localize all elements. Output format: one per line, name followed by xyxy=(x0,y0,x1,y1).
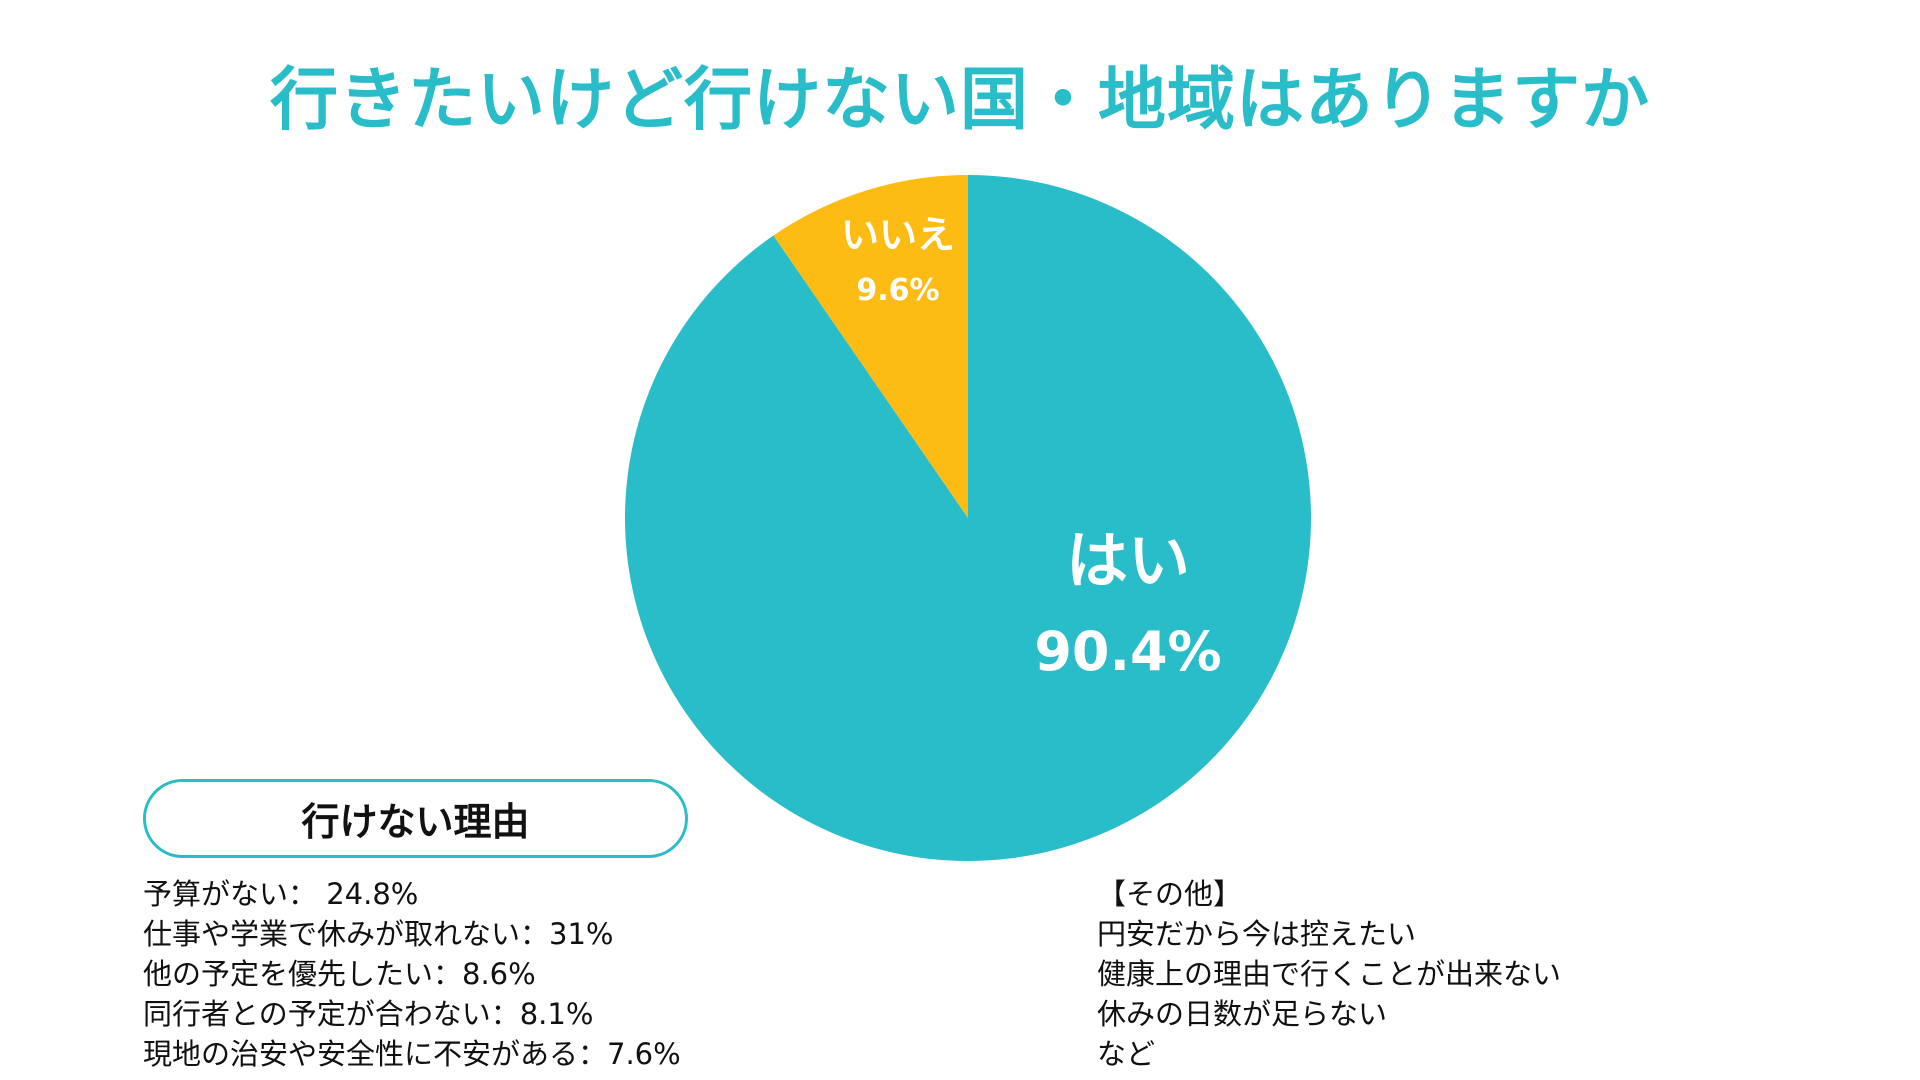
other-reason-item: 休みの日数が足らない xyxy=(1097,997,1388,1031)
reason-item: 予算がない： 24.8% xyxy=(143,877,419,911)
reasons-header: 行けない理由 xyxy=(143,779,688,858)
reasons-list: 予算がない： 24.8% 仕事や学業で休みが取れない：31% 他の予定を優先した… xyxy=(143,874,681,1074)
other-reasons-heading: 【その他】 xyxy=(1097,877,1243,911)
pie-value-no: 9.6% xyxy=(856,273,939,308)
pie-labels: はい 90.4% いいえ 9.6% xyxy=(841,213,1222,683)
other-reason-item: 円安だから今は控えたい xyxy=(1097,917,1417,951)
reason-item: 同行者との予定が合わない：8.1% xyxy=(143,997,594,1031)
pie-label-yes: はい xyxy=(1066,524,1190,597)
other-reasons-list: 【その他】 円安だから今は控えたい 健康上の理由で行くことが出来ない 休みの日数… xyxy=(1097,874,1561,1074)
pie-value-yes: 90.4% xyxy=(1034,620,1221,683)
pie-label-no: いいえ xyxy=(841,213,955,257)
reason-item: 現地の治安や安全性に不安がある：7.6% xyxy=(143,1037,681,1071)
reason-item: 他の予定を優先したい：8.6% xyxy=(143,957,536,991)
pie-slice-no xyxy=(773,175,968,518)
pie-slices xyxy=(625,175,1311,862)
page-title: 行きたいけど行けない国・地域はありますか xyxy=(269,61,1650,140)
other-reason-item: など xyxy=(1097,1037,1156,1071)
reason-item: 仕事や学業で休みが取れない：31% xyxy=(143,917,614,951)
other-reason-item: 健康上の理由で行くことが出来ない xyxy=(1097,957,1562,991)
